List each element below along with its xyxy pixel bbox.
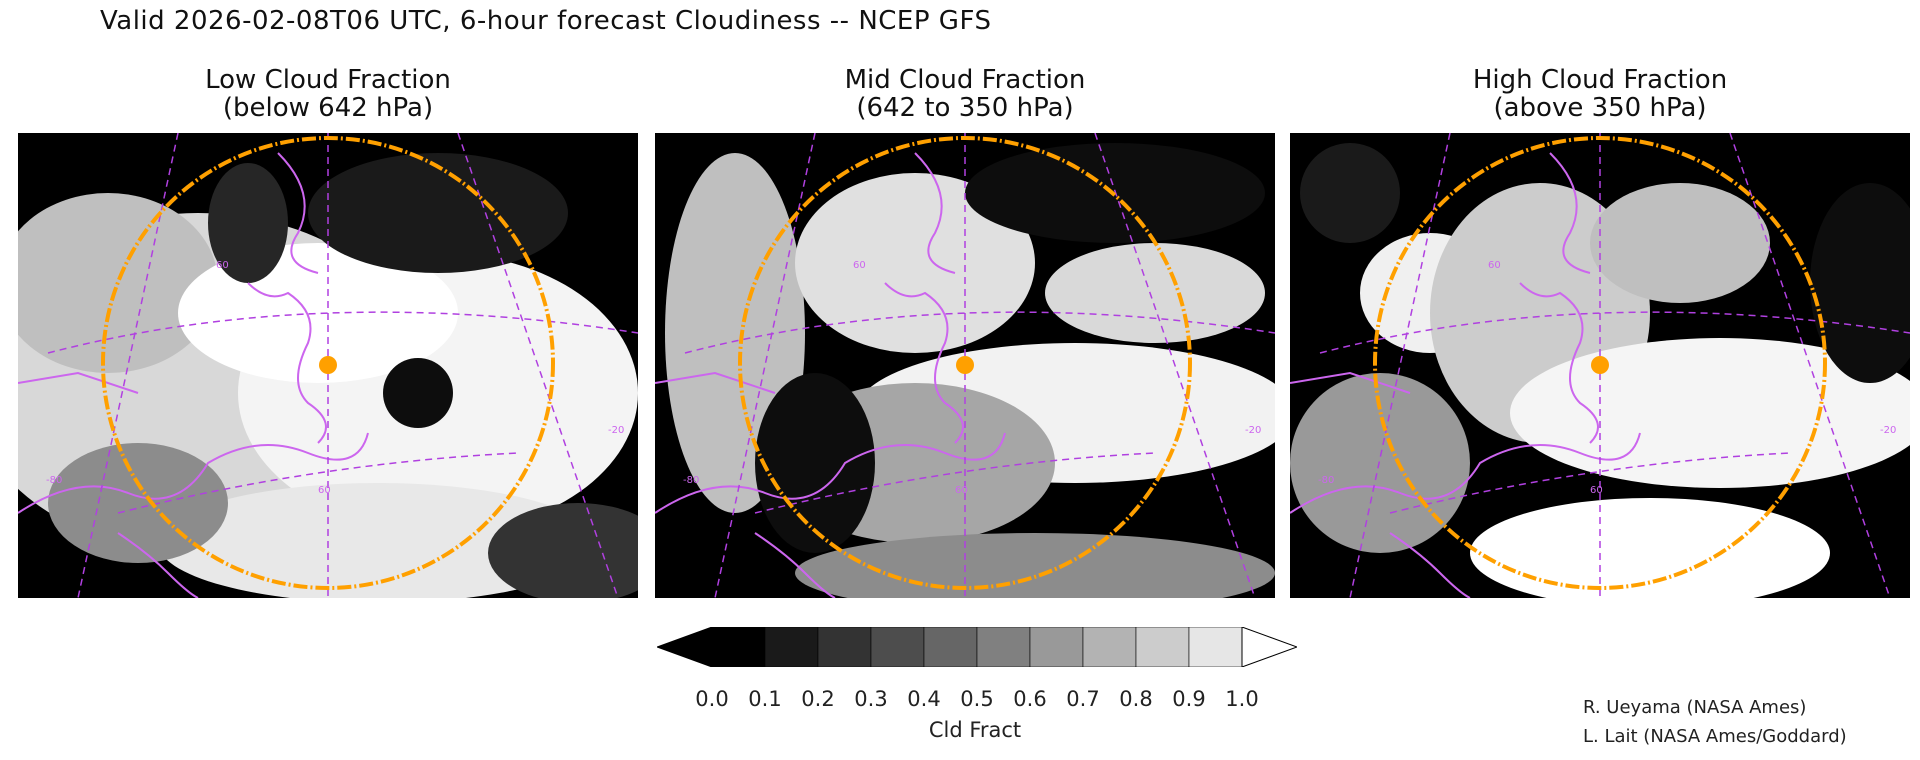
colorbar-tick-label: 0.9 [1172,687,1206,711]
colorbar-tick-label: 0.8 [1119,687,1153,711]
clear-area [208,163,288,283]
map-panel-high: 60 -80 60 -20 [1290,133,1910,598]
cloud-map-low: 60 -80 60 -20 [18,133,638,598]
colorbar-tick-label: 0.1 [748,687,782,711]
colorbar-cell [976,627,1031,667]
panel-title-line2: (642 to 350 hPa) [856,93,1074,123]
clear-area [755,373,875,553]
colorbar-under-arrow [657,627,713,667]
clear-area [1300,143,1400,243]
colorbar-label: Cld Fract [928,718,1022,742]
map-panel-mid: 60 -80 60 -20 [655,133,1275,598]
range-ring [101,136,555,590]
graticule-label: -80 [46,475,62,486]
colorbar-cell [1082,627,1137,667]
graticule-label: 60 [955,485,968,496]
graticule-label: 60 [216,260,229,271]
colorbar [657,627,1297,667]
site-marker [1591,356,1609,374]
panel-title-line2: (below 642 hPa) [222,93,434,123]
colorbar-cell [711,627,766,667]
colorbar-cell [817,627,872,667]
colorbar-cell [1029,627,1084,667]
colorbar-tick-label: 0.2 [801,687,835,711]
coastlines [1290,152,1641,598]
credit-line: L. Lait (NASA Ames/Goddard) [1583,726,1847,747]
coastlines [18,152,369,598]
colorbar-tick-label: 0.4 [907,687,941,711]
panel-title-line2: (above 350 hPa) [1493,93,1707,123]
cloud-mass [1470,498,1830,598]
site-marker [319,356,337,374]
panel-title-line1: Mid Cloud Fraction [844,65,1086,95]
graticule-label: -80 [1318,475,1334,486]
clear-area [308,153,568,273]
range-ring [1373,136,1827,590]
graticule-label: 60 [318,485,331,496]
cloud-mass [1045,243,1265,343]
colorbar-tick-label: 1.0 [1225,687,1259,711]
colorbar-cell [1135,627,1190,667]
cloud-mass [1290,373,1470,553]
graticule-label: -20 [1245,425,1261,436]
clear-area [383,358,453,428]
cloud-mass [158,483,598,598]
site-marker [956,356,974,374]
panel-title-mid: Mid Cloud Fraction (642 to 350 hPa) [655,66,1275,122]
cloud-mass [1590,183,1770,303]
graticule-label: 60 [1590,485,1603,496]
clear-area [488,503,638,598]
colorbar-tick-label: 0.3 [854,687,888,711]
cloud-mass [48,443,228,563]
colorbar-tick-label: 0.5 [960,687,994,711]
cloud-mass [1510,338,1910,488]
colorbar-cell [870,627,925,667]
cloud-map-mid: 60 -80 60 -20 [655,133,1275,598]
panel-title-high: High Cloud Fraction (above 350 hPa) [1290,66,1910,122]
colorbar-tick-label: 0.6 [1013,687,1047,711]
clear-area [1810,183,1910,383]
colorbar-cell [1188,627,1243,667]
colorbar-cell [764,627,819,667]
graticule-label: -20 [1880,425,1896,436]
panel-title-line1: Low Cloud Fraction [205,65,451,95]
panel-title-line1: High Cloud Fraction [1472,65,1728,95]
cloud-mass [795,173,1035,353]
colorbar-tick-label: 0.0 [695,687,729,711]
graticule-label: 60 [1488,260,1501,271]
cloud-map-high: 60 -80 60 -20 [1290,133,1910,598]
graticule-label: -20 [608,425,624,436]
range-ring [738,136,1192,590]
coastlines [655,152,1006,598]
map-panel-low: 60 -80 60 -20 [18,133,638,598]
colorbar-tick-label: 0.7 [1066,687,1100,711]
figure-title: Valid 2026-02-08T06 UTC, 6-hour forecast… [100,6,992,36]
panel-title-low: Low Cloud Fraction (below 642 hPa) [18,66,638,122]
graticule-label: 60 [853,260,866,271]
colorbar-cell [923,627,978,667]
credit-line: R. Ueyama (NASA Ames) [1583,697,1807,718]
colorbar-over-arrow [1241,627,1297,667]
graticule-label: -80 [683,475,699,486]
